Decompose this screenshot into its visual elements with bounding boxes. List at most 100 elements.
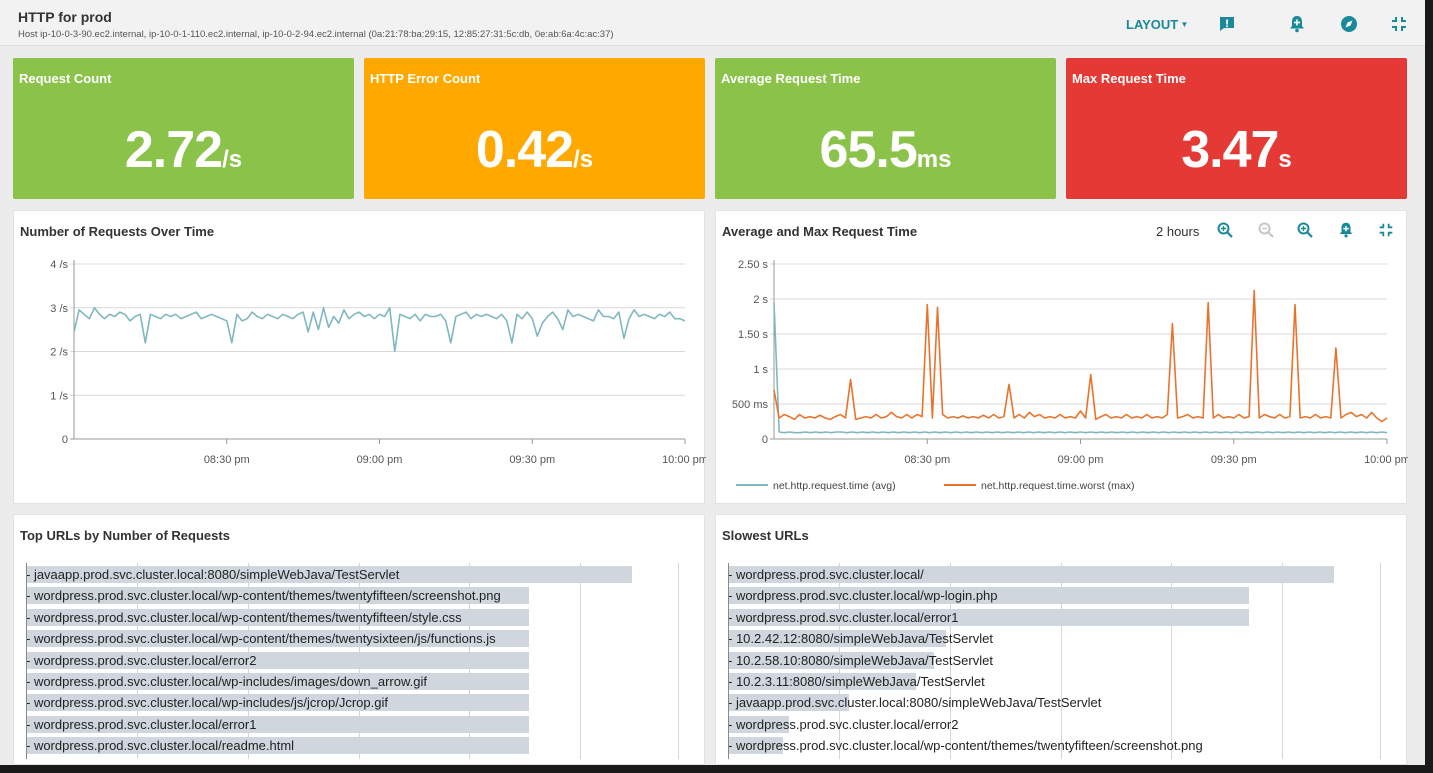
y-tick-label: 0: [62, 434, 68, 446]
x-tick-label: 10:00 pm: [662, 454, 706, 466]
list-axis: [728, 563, 729, 759]
layout-button[interactable]: LAYOUT ▼: [1126, 17, 1188, 32]
comment-icon[interactable]: [1217, 14, 1237, 34]
tile-label: Max Request Time: [1072, 71, 1186, 86]
value-bar: [26, 715, 530, 733]
url-label: - wordpress.prod.svc.cluster.local/error…: [728, 609, 959, 625]
request-time-line-chart[interactable]: 0 500 ms 1 s 1.50 s 2 s 2.50 s 08:30 pm 09:00 p…: [716, 211, 1408, 505]
tile-value: 0.42/s: [364, 120, 705, 180]
x-tick-label: 08:30 pm: [204, 454, 250, 466]
grid-line: [1171, 563, 1173, 759]
list-item[interactable]: - 10.2.58.10:8080/simpleWebJava/TestServ…: [728, 650, 1386, 671]
panel-title: Average and Max Request Time: [722, 224, 918, 239]
requests-line-chart[interactable]: 0 1 /s 2 /s 3 /s 4 /s 08:30 pm 09:00 pm 09:30 p…: [14, 211, 706, 505]
list-item[interactable]: - wordpress.prod.svc.cluster.local/wp-lo…: [728, 585, 1386, 606]
y-tick-label: 500 ms: [732, 399, 769, 411]
value-bar: [728, 587, 1250, 605]
y-tick-label: 2.50 s: [738, 259, 768, 271]
list-item[interactable]: - javaapp.prod.svc.cluster.local:8080/si…: [26, 564, 684, 585]
url-label: - 10.2.42.12:8080/simpleWebJava/TestServ…: [728, 631, 993, 647]
top-urls-list: - javaapp.prod.svc.cluster.local:8080/si…: [24, 563, 686, 759]
tile-max-request-time[interactable]: Max Request Time 3.47s: [1066, 58, 1407, 199]
url-label: - wordpress.prod.svc.cluster.local/error…: [26, 652, 257, 668]
collapse-icon[interactable]: [1377, 221, 1395, 239]
caret-down-icon: ▼: [1178, 20, 1189, 29]
url-label: - wordpress.prod.svc.cluster.local/wp-co…: [728, 738, 1203, 754]
add-alert-icon[interactable]: [1337, 221, 1355, 239]
list-item[interactable]: - wordpress.prod.svc.cluster.local/wp-co…: [26, 628, 684, 649]
value-bar: [728, 651, 935, 669]
zoom-in-icon[interactable]: [1216, 221, 1234, 239]
list-item[interactable]: - 10.2.3.11:8080/simpleWebJava/TestServl…: [728, 671, 1386, 692]
tile-label: Average Request Time: [721, 71, 861, 86]
tile-average-request-time[interactable]: Average Request Time 65.5ms: [715, 58, 1056, 199]
tile-http-error-count[interactable]: HTTP Error Count 0.42/s: [364, 58, 705, 199]
time-range-selector[interactable]: 2 hours: [1156, 224, 1200, 239]
url-label: - wordpress.prod.svc.cluster.local/: [728, 567, 924, 582]
dashboard-title: HTTP for prod: [18, 9, 112, 25]
list-item[interactable]: - javaapp.prod.svc.cluster.local:8080/si…: [728, 692, 1386, 713]
collapse-icon[interactable]: [1389, 14, 1409, 34]
list-item[interactable]: - 10.2.42.12:8080/simpleWebJava/TestServ…: [728, 628, 1386, 649]
add-alert-icon[interactable]: [1287, 14, 1307, 34]
tile-value: 3.47s: [1066, 120, 1407, 180]
dashboard-scope: Host ip-10-0-3-90.ec2.internal, ip-10-0-…: [18, 29, 614, 40]
list-item[interactable]: - wordpress.prod.svc.cluster.local/wp-co…: [26, 585, 684, 606]
legend-swatch: [736, 484, 768, 486]
url-label: - wordpress.prod.svc.cluster.local/wp-co…: [26, 588, 501, 604]
list-item[interactable]: - wordpress.prod.svc.cluster.local/error…: [26, 714, 684, 735]
tile-request-count[interactable]: Request Count 2.72/s: [13, 58, 354, 199]
grid-line: [678, 563, 679, 759]
url-label: - wordpress.prod.svc.cluster.local/wp-in…: [26, 695, 388, 711]
y-tick-label: 3 /s: [50, 303, 68, 315]
y-tick-label: 2 /s: [50, 347, 68, 359]
tile-number: 2.72: [124, 121, 223, 179]
url-label: - javaapp.prod.svc.cluster.local:8080/si…: [728, 695, 1102, 711]
legend-label: net.http.request.time.worst (max): [981, 480, 1135, 492]
value-bar: [26, 737, 530, 755]
zoom-search-icon[interactable]: [1296, 221, 1314, 239]
tile-unit: s: [1278, 146, 1292, 173]
layout-label: LAYOUT: [1126, 17, 1179, 32]
tile-number: 65.5: [819, 121, 918, 179]
value-bar: [26, 587, 530, 605]
value-bar: [728, 715, 789, 733]
slowest-urls-list: - wordpress.prod.svc.cluster.local/ - wor…: [726, 563, 1388, 759]
panel-title: Number of Requests Over Time: [20, 224, 215, 239]
tile-number: 3.47: [1181, 121, 1279, 179]
value-bar: [26, 673, 530, 690]
list-item[interactable]: - wordpress.prod.svc.cluster.local/error…: [26, 650, 684, 671]
url-label: - wordpress.prod.svc.cluster.local/readm…: [26, 738, 295, 754]
explore-icon[interactable]: [1339, 14, 1359, 34]
slowest-urls-panel: Slowest URLs - wordpress.prod.svc.cluste…: [715, 514, 1407, 765]
legend-item-avg[interactable]: net.http.request.time (avg): [736, 480, 896, 492]
value-bar: [26, 651, 530, 669]
y-tick-label: 2 s: [753, 294, 768, 306]
grid-line: [1380, 563, 1381, 759]
list-item[interactable]: - wordpress.prod.svc.cluster.local/wp-in…: [26, 671, 684, 692]
list-item[interactable]: - wordpress.prod.svc.cluster.local/error…: [728, 607, 1386, 628]
y-tick-label: 1 /s: [50, 390, 68, 402]
request-time-panel: Average and Max Request Time 2 hours: [715, 210, 1408, 505]
list-item[interactable]: - wordpress.prod.svc.cluster.local/: [728, 564, 1386, 585]
legend-item-max[interactable]: net.http.request.time.worst (max): [944, 480, 1134, 492]
x-tick-label: 09:30 pm: [1211, 454, 1257, 466]
panel-title: Top URLs by Number of Requests: [20, 528, 230, 543]
url-label: - javaapp.prod.svc.cluster.local:8080/si…: [26, 567, 400, 582]
x-tick-label: 09:00 pm: [1058, 454, 1104, 466]
list-item[interactable]: - wordpress.prod.svc.cluster.local/readm…: [26, 735, 684, 756]
grid-line: [580, 563, 582, 759]
list-item[interactable]: - wordpress.prod.svc.cluster.local/wp-co…: [26, 607, 684, 628]
list-item[interactable]: - wordpress.prod.svc.cluster.local/wp-co…: [728, 735, 1386, 756]
tile-label: Request Count: [19, 71, 112, 86]
list-item[interactable]: - wordpress.prod.svc.cluster.local/error…: [728, 714, 1386, 735]
y-tick-label: 0: [762, 434, 768, 446]
grid-line: [1282, 563, 1284, 759]
zoom-out-icon[interactable]: [1257, 221, 1275, 239]
tile-unit: ms: [916, 146, 952, 173]
value-bar: [728, 630, 947, 648]
requests-over-time-panel: Number of Requests Over Time 0 1 /s 2 /s 3 …: [13, 210, 706, 505]
y-tick-label: 4 /s: [50, 259, 68, 271]
list-item[interactable]: - wordpress.prod.svc.cluster.local/wp-in…: [26, 692, 684, 713]
